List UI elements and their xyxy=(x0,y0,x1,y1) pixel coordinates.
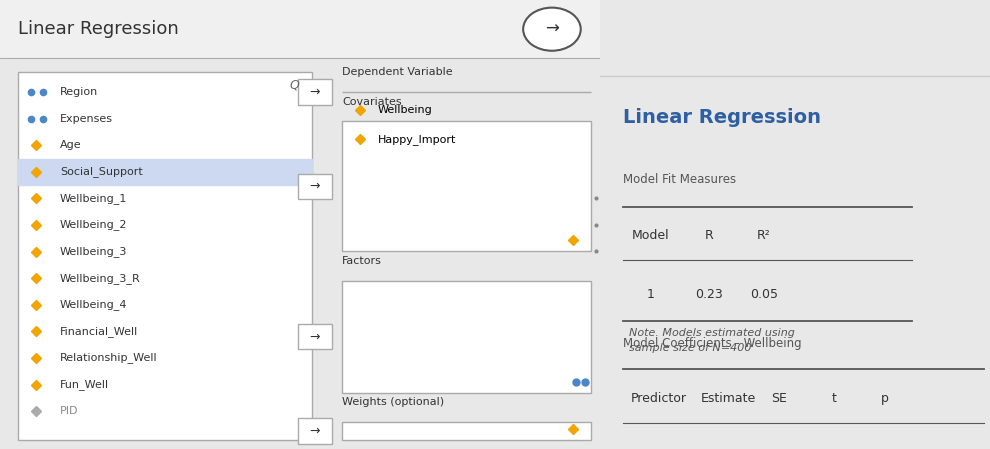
Text: Weights (optional): Weights (optional) xyxy=(342,397,445,407)
Text: Model: Model xyxy=(632,229,669,242)
Text: Wellbeing_4: Wellbeing_4 xyxy=(60,299,128,310)
Text: Linear Regression: Linear Regression xyxy=(18,20,179,38)
Text: Wellbeing: Wellbeing xyxy=(378,105,433,115)
Text: →: → xyxy=(310,425,320,437)
Text: Fun_Well: Fun_Well xyxy=(60,379,109,390)
Circle shape xyxy=(523,8,581,51)
Text: Model Fit Measures: Model Fit Measures xyxy=(624,173,737,186)
Bar xyxy=(600,0,990,76)
Text: →: → xyxy=(310,330,320,343)
Text: Covariates: Covariates xyxy=(342,97,402,106)
Text: Factors: Factors xyxy=(342,256,382,266)
Text: SE: SE xyxy=(771,392,787,405)
Text: Age: Age xyxy=(60,140,81,150)
Text: R: R xyxy=(705,229,714,242)
Text: 0.05: 0.05 xyxy=(749,288,778,300)
Bar xyxy=(298,174,332,199)
Text: →: → xyxy=(310,180,320,193)
Text: PID: PID xyxy=(60,406,78,416)
Bar xyxy=(600,431,990,449)
Bar xyxy=(298,324,332,349)
Bar xyxy=(342,281,591,393)
Text: Region: Region xyxy=(60,87,98,97)
Text: →: → xyxy=(310,86,320,98)
Text: Wellbeing_3_R: Wellbeing_3_R xyxy=(60,273,141,284)
Bar xyxy=(18,72,312,440)
Bar xyxy=(342,121,591,251)
Text: Expenses: Expenses xyxy=(60,114,113,123)
Text: Wellbeing_3: Wellbeing_3 xyxy=(60,246,128,257)
Text: Linear Regression: Linear Regression xyxy=(624,108,822,127)
Text: Model Coefficients - Wellbeing: Model Coefficients - Wellbeing xyxy=(624,337,802,350)
Text: Social_Support: Social_Support xyxy=(60,167,143,177)
Text: Wellbeing_2: Wellbeing_2 xyxy=(60,220,128,230)
Text: Happy_Import: Happy_Import xyxy=(378,134,456,145)
Bar xyxy=(298,418,332,444)
Text: Q: Q xyxy=(289,79,299,92)
Text: t: t xyxy=(832,392,837,405)
Bar xyxy=(298,79,332,105)
Bar xyxy=(18,158,312,185)
Text: Relationship_Well: Relationship_Well xyxy=(60,352,157,363)
Text: →: → xyxy=(545,20,559,38)
Text: Wellbeing_1: Wellbeing_1 xyxy=(60,193,128,204)
Text: Financial_Well: Financial_Well xyxy=(60,326,139,337)
Text: Note. Models estimated using
sample size of N=400: Note. Models estimated using sample size… xyxy=(630,328,795,352)
Text: Dependent Variable: Dependent Variable xyxy=(342,67,452,77)
Text: R²: R² xyxy=(757,229,770,242)
Text: p: p xyxy=(881,392,889,405)
Text: Predictor: Predictor xyxy=(631,392,686,405)
Text: 0.23: 0.23 xyxy=(695,288,723,300)
Text: 1: 1 xyxy=(646,288,654,300)
Bar xyxy=(0,0,600,58)
Bar xyxy=(342,422,591,440)
Text: Estimate: Estimate xyxy=(701,392,756,405)
